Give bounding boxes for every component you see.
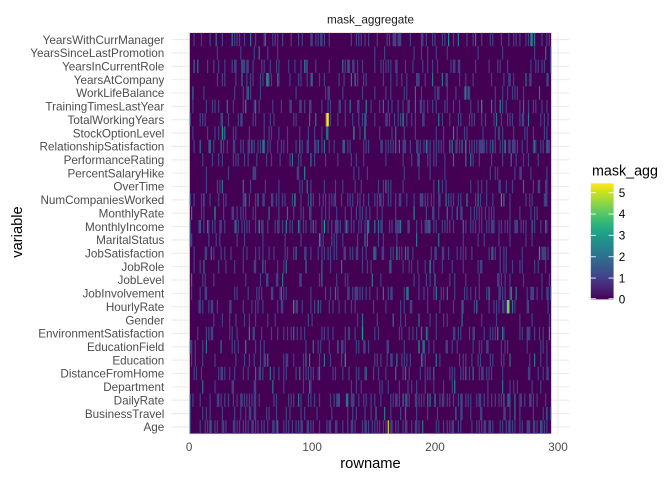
svg-text:YearsAtCompany: YearsAtCompany xyxy=(74,74,165,87)
svg-text:DistanceFromHome: DistanceFromHome xyxy=(60,368,164,381)
svg-text:EnvironmentSatisfaction: EnvironmentSatisfaction xyxy=(38,328,164,341)
svg-text:2: 2 xyxy=(619,251,626,264)
svg-text:JobInvolvement: JobInvolvement xyxy=(82,288,165,301)
svg-text:mask_agg: mask_agg xyxy=(592,164,658,180)
svg-text:rowname: rowname xyxy=(340,456,400,472)
svg-text:NumCompaniesWorked: NumCompaniesWorked xyxy=(40,194,164,207)
svg-text:YearsInCurrentRole: YearsInCurrentRole xyxy=(62,60,164,73)
svg-text:YearsSinceLastPromotion: YearsSinceLastPromotion xyxy=(30,47,164,60)
svg-text:Education: Education xyxy=(112,354,164,367)
svg-text:0: 0 xyxy=(186,441,193,454)
svg-text:BusinessTravel: BusinessTravel xyxy=(85,408,164,421)
svg-text:JobSatisfaction: JobSatisfaction xyxy=(85,247,164,260)
svg-text:TotalWorkingYears: TotalWorkingYears xyxy=(68,114,165,127)
svg-text:HourlyRate: HourlyRate xyxy=(106,301,164,314)
svg-text:TrainingTimesLastYear: TrainingTimesLastYear xyxy=(45,101,164,114)
svg-text:variable: variable xyxy=(10,206,26,257)
svg-text:300: 300 xyxy=(548,441,568,454)
svg-text:JobRole: JobRole xyxy=(121,261,164,274)
svg-text:5: 5 xyxy=(619,187,626,200)
svg-text:OverTime: OverTime xyxy=(113,181,164,194)
svg-text:Gender: Gender xyxy=(125,314,164,327)
svg-text:200: 200 xyxy=(425,441,445,454)
svg-text:MonthlyRate: MonthlyRate xyxy=(99,207,165,220)
svg-text:JobLevel: JobLevel xyxy=(118,274,165,287)
svg-text:MonthlyIncome: MonthlyIncome xyxy=(85,221,164,234)
svg-text:0: 0 xyxy=(619,294,626,307)
svg-text:YearsWithCurrManager: YearsWithCurrManager xyxy=(43,34,165,47)
svg-text:EducationField: EducationField xyxy=(87,341,164,354)
svg-text:Department: Department xyxy=(103,381,165,394)
svg-text:MaritalStatus: MaritalStatus xyxy=(96,234,164,247)
svg-text:RelationshipSatisfaction: RelationshipSatisfaction xyxy=(40,141,165,154)
svg-text:3: 3 xyxy=(619,230,626,243)
svg-text:PercentSalaryHike: PercentSalaryHike xyxy=(68,167,165,180)
svg-text:WorkLifeBalance: WorkLifeBalance xyxy=(76,87,164,100)
svg-text:DailyRate: DailyRate xyxy=(114,394,165,407)
svg-text:1: 1 xyxy=(619,272,626,285)
svg-text:4: 4 xyxy=(619,208,626,221)
svg-text:Age: Age xyxy=(144,421,165,434)
svg-text:mask_aggregate: mask_aggregate xyxy=(327,13,414,26)
svg-text:100: 100 xyxy=(302,441,322,454)
svg-text:PerformanceRating: PerformanceRating xyxy=(64,154,165,167)
svg-text:StockOptionLevel: StockOptionLevel xyxy=(73,127,165,140)
